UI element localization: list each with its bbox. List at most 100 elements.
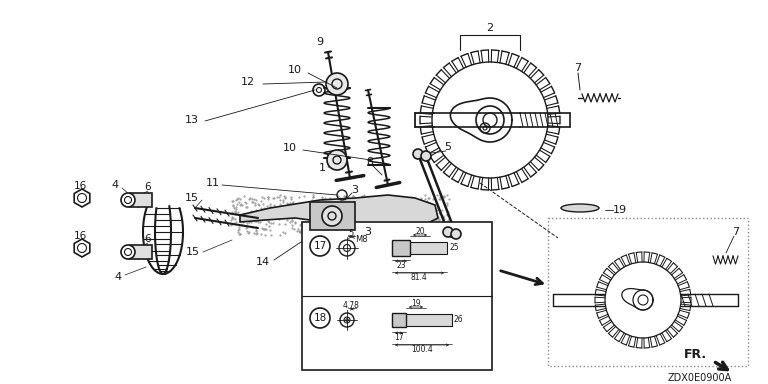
Bar: [392, 314, 452, 326]
Point: [315, 200, 327, 206]
Point: [277, 229, 290, 235]
Point: [366, 194, 378, 200]
Point: [346, 209, 359, 215]
Point: [372, 199, 384, 205]
Point: [389, 225, 402, 231]
Point: [284, 218, 296, 225]
Point: [254, 231, 266, 237]
Point: [316, 209, 329, 215]
Point: [377, 217, 389, 223]
Point: [273, 216, 286, 222]
Point: [361, 230, 373, 237]
Point: [253, 202, 266, 208]
Point: [295, 209, 307, 215]
Point: [441, 192, 453, 198]
Point: [364, 212, 376, 218]
Point: [252, 217, 264, 223]
Point: [343, 204, 356, 210]
Point: [339, 230, 351, 236]
Point: [420, 207, 432, 214]
Point: [333, 232, 345, 238]
Text: 2: 2: [486, 23, 494, 33]
Point: [391, 230, 403, 236]
Point: [417, 204, 429, 210]
Point: [250, 228, 263, 234]
Point: [387, 214, 399, 220]
Bar: [392, 313, 406, 327]
Text: 4.78: 4.78: [343, 301, 359, 310]
Point: [302, 222, 314, 228]
Circle shape: [327, 150, 347, 170]
Point: [302, 211, 314, 217]
Point: [286, 200, 298, 206]
Point: [340, 204, 353, 210]
Point: [289, 220, 301, 226]
Text: 17: 17: [394, 333, 404, 341]
Point: [294, 222, 306, 228]
Point: [424, 225, 436, 232]
Point: [261, 214, 273, 220]
Point: [429, 220, 442, 226]
Point: [310, 218, 323, 224]
Point: [318, 202, 330, 208]
Point: [304, 225, 316, 231]
Point: [274, 197, 286, 203]
Point: [408, 232, 420, 238]
Point: [239, 199, 251, 205]
Point: [363, 199, 376, 205]
Point: [230, 204, 242, 210]
Text: 5: 5: [449, 230, 455, 240]
Ellipse shape: [561, 204, 599, 212]
Point: [233, 231, 246, 237]
Point: [257, 200, 270, 207]
Point: [241, 228, 253, 234]
Point: [389, 223, 402, 229]
Point: [415, 195, 427, 201]
Point: [349, 228, 362, 234]
Point: [443, 195, 455, 202]
Point: [363, 207, 376, 213]
Text: 3: 3: [352, 185, 359, 195]
Point: [303, 203, 316, 209]
Point: [276, 197, 289, 204]
Point: [248, 230, 260, 237]
Point: [363, 205, 376, 211]
Text: 25: 25: [449, 243, 458, 253]
Point: [375, 210, 387, 216]
Point: [310, 226, 322, 232]
Point: [320, 222, 333, 228]
Point: [334, 194, 346, 200]
Point: [226, 214, 238, 220]
Point: [291, 208, 303, 214]
Point: [245, 213, 257, 219]
Point: [243, 219, 256, 225]
Point: [380, 205, 392, 211]
Point: [230, 206, 242, 212]
Point: [277, 199, 290, 205]
Point: [346, 212, 359, 218]
Point: [403, 198, 415, 204]
Point: [393, 224, 406, 230]
Point: [245, 219, 257, 225]
Point: [357, 211, 369, 217]
Point: [326, 215, 339, 222]
Point: [392, 207, 404, 213]
Point: [254, 219, 266, 225]
Point: [328, 199, 340, 205]
Point: [355, 197, 367, 204]
Point: [227, 202, 240, 209]
Point: [360, 223, 372, 229]
Point: [286, 215, 298, 221]
Point: [412, 220, 425, 227]
Circle shape: [78, 243, 87, 253]
Point: [293, 211, 305, 217]
Point: [238, 193, 250, 199]
Point: [317, 230, 329, 237]
Point: [247, 217, 260, 223]
Polygon shape: [74, 239, 90, 257]
Point: [308, 216, 320, 222]
Point: [306, 194, 319, 200]
Point: [248, 196, 260, 202]
Point: [369, 203, 382, 209]
Point: [350, 204, 362, 210]
